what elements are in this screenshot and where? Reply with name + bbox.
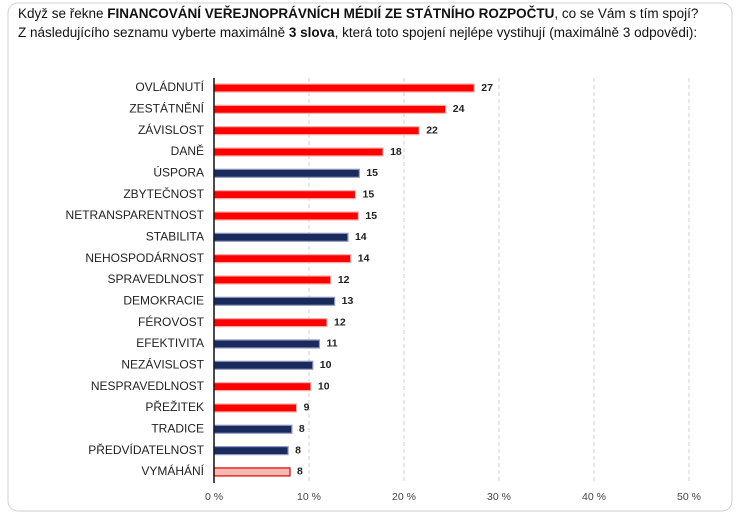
bar: [213, 403, 298, 413]
category-label: NEHOSPODÁRNOST: [85, 250, 204, 265]
bar: [213, 147, 384, 157]
text-segment: Z následujícího seznamu vyberte maximáln…: [18, 25, 289, 40]
value-label: 18: [390, 146, 402, 158]
value-label: 27: [481, 82, 493, 94]
category-label: NESPRAVEDLNOST: [91, 379, 205, 393]
value-label: 13: [342, 295, 354, 307]
value-label: 8: [297, 466, 303, 478]
category-label: EFEKTIVITA: [136, 336, 204, 350]
bar: [213, 424, 293, 434]
category-label: FÉROVOST: [138, 314, 205, 329]
value-label: 10: [320, 359, 332, 371]
bar: [213, 254, 352, 264]
bar: [213, 360, 314, 370]
bar: [213, 190, 357, 200]
value-label: 15: [366, 167, 378, 179]
x-tick-label: 40 %: [582, 491, 606, 503]
value-label: 12: [334, 316, 346, 328]
category-label: DANĚ: [171, 143, 204, 158]
category-label: DEMOKRACIE: [123, 293, 204, 307]
x-tick-label: 0 %: [205, 491, 223, 503]
category-label: NEZÁVISLOST: [121, 356, 204, 371]
value-label: 14: [355, 231, 367, 243]
category-label: TRADICE: [151, 421, 204, 435]
bar: [213, 232, 349, 242]
frame: [7, 2, 733, 512]
text-segment: , co se Vám s tím spojí?: [554, 6, 698, 21]
value-label: 15: [365, 210, 377, 222]
text-segment: , která toto spojení nejlépe vystihují (…: [335, 25, 697, 40]
chart-subtitle: Z následujícího seznamu vyberte maximáln…: [18, 25, 697, 40]
value-label: 8: [295, 444, 301, 456]
category-label: ÚSPORA: [153, 164, 204, 179]
category-label: ZESTÁTNĚNÍ: [129, 101, 204, 116]
x-tick-label: 30 %: [487, 491, 511, 503]
value-label: 14: [358, 252, 370, 264]
bar: [213, 382, 312, 392]
category-label: SPRAVEDLNOST: [108, 272, 205, 286]
x-tick-label: 20 %: [392, 491, 416, 503]
category-label: PŘEŽITEK: [145, 399, 204, 414]
x-tick-label: 10 %: [297, 491, 321, 503]
bar: [213, 318, 328, 328]
value-label: 12: [338, 274, 350, 286]
value-label: 10: [318, 380, 330, 392]
bar: [213, 211, 359, 221]
text-segment: FINANCOVÁNÍ VEŘEJNOPRÁVNÍCH MÉDIÍ ZE STÁ…: [107, 6, 554, 21]
value-label: 11: [326, 338, 337, 350]
bar: [213, 339, 321, 349]
value-label: 22: [426, 124, 438, 136]
bar: [213, 104, 447, 114]
bar: [213, 275, 332, 285]
text-segment: 3 slova: [289, 25, 335, 40]
bar: [213, 168, 360, 178]
category-label: OVLÁDNUTÍ: [135, 79, 204, 94]
value-label: 8: [299, 423, 305, 435]
bar: [213, 467, 291, 477]
x-tick-label: 50 %: [677, 491, 701, 503]
category-label: STABILITA: [146, 229, 204, 243]
category-label: NETRANSPARENTNOST: [66, 208, 205, 222]
category-label: VYMÁHÁNÍ: [141, 463, 204, 478]
bar: [213, 126, 420, 136]
bar: [213, 83, 475, 93]
value-label: 24: [453, 103, 465, 115]
category-label: ZÁVISLOST: [138, 122, 205, 137]
chart-title: Když se řekne FINANCOVÁNÍ VEŘEJNOPRÁVNÍC…: [18, 6, 698, 21]
text-segment: Když se řekne: [18, 6, 107, 21]
category-label: ZBYTEČNOST: [123, 186, 204, 201]
value-label: 9: [304, 402, 310, 414]
value-label: 15: [363, 188, 375, 200]
bar: [213, 296, 336, 306]
category-label: PŘEDVÍDATELNOST: [88, 442, 204, 457]
bar: [213, 446, 289, 456]
